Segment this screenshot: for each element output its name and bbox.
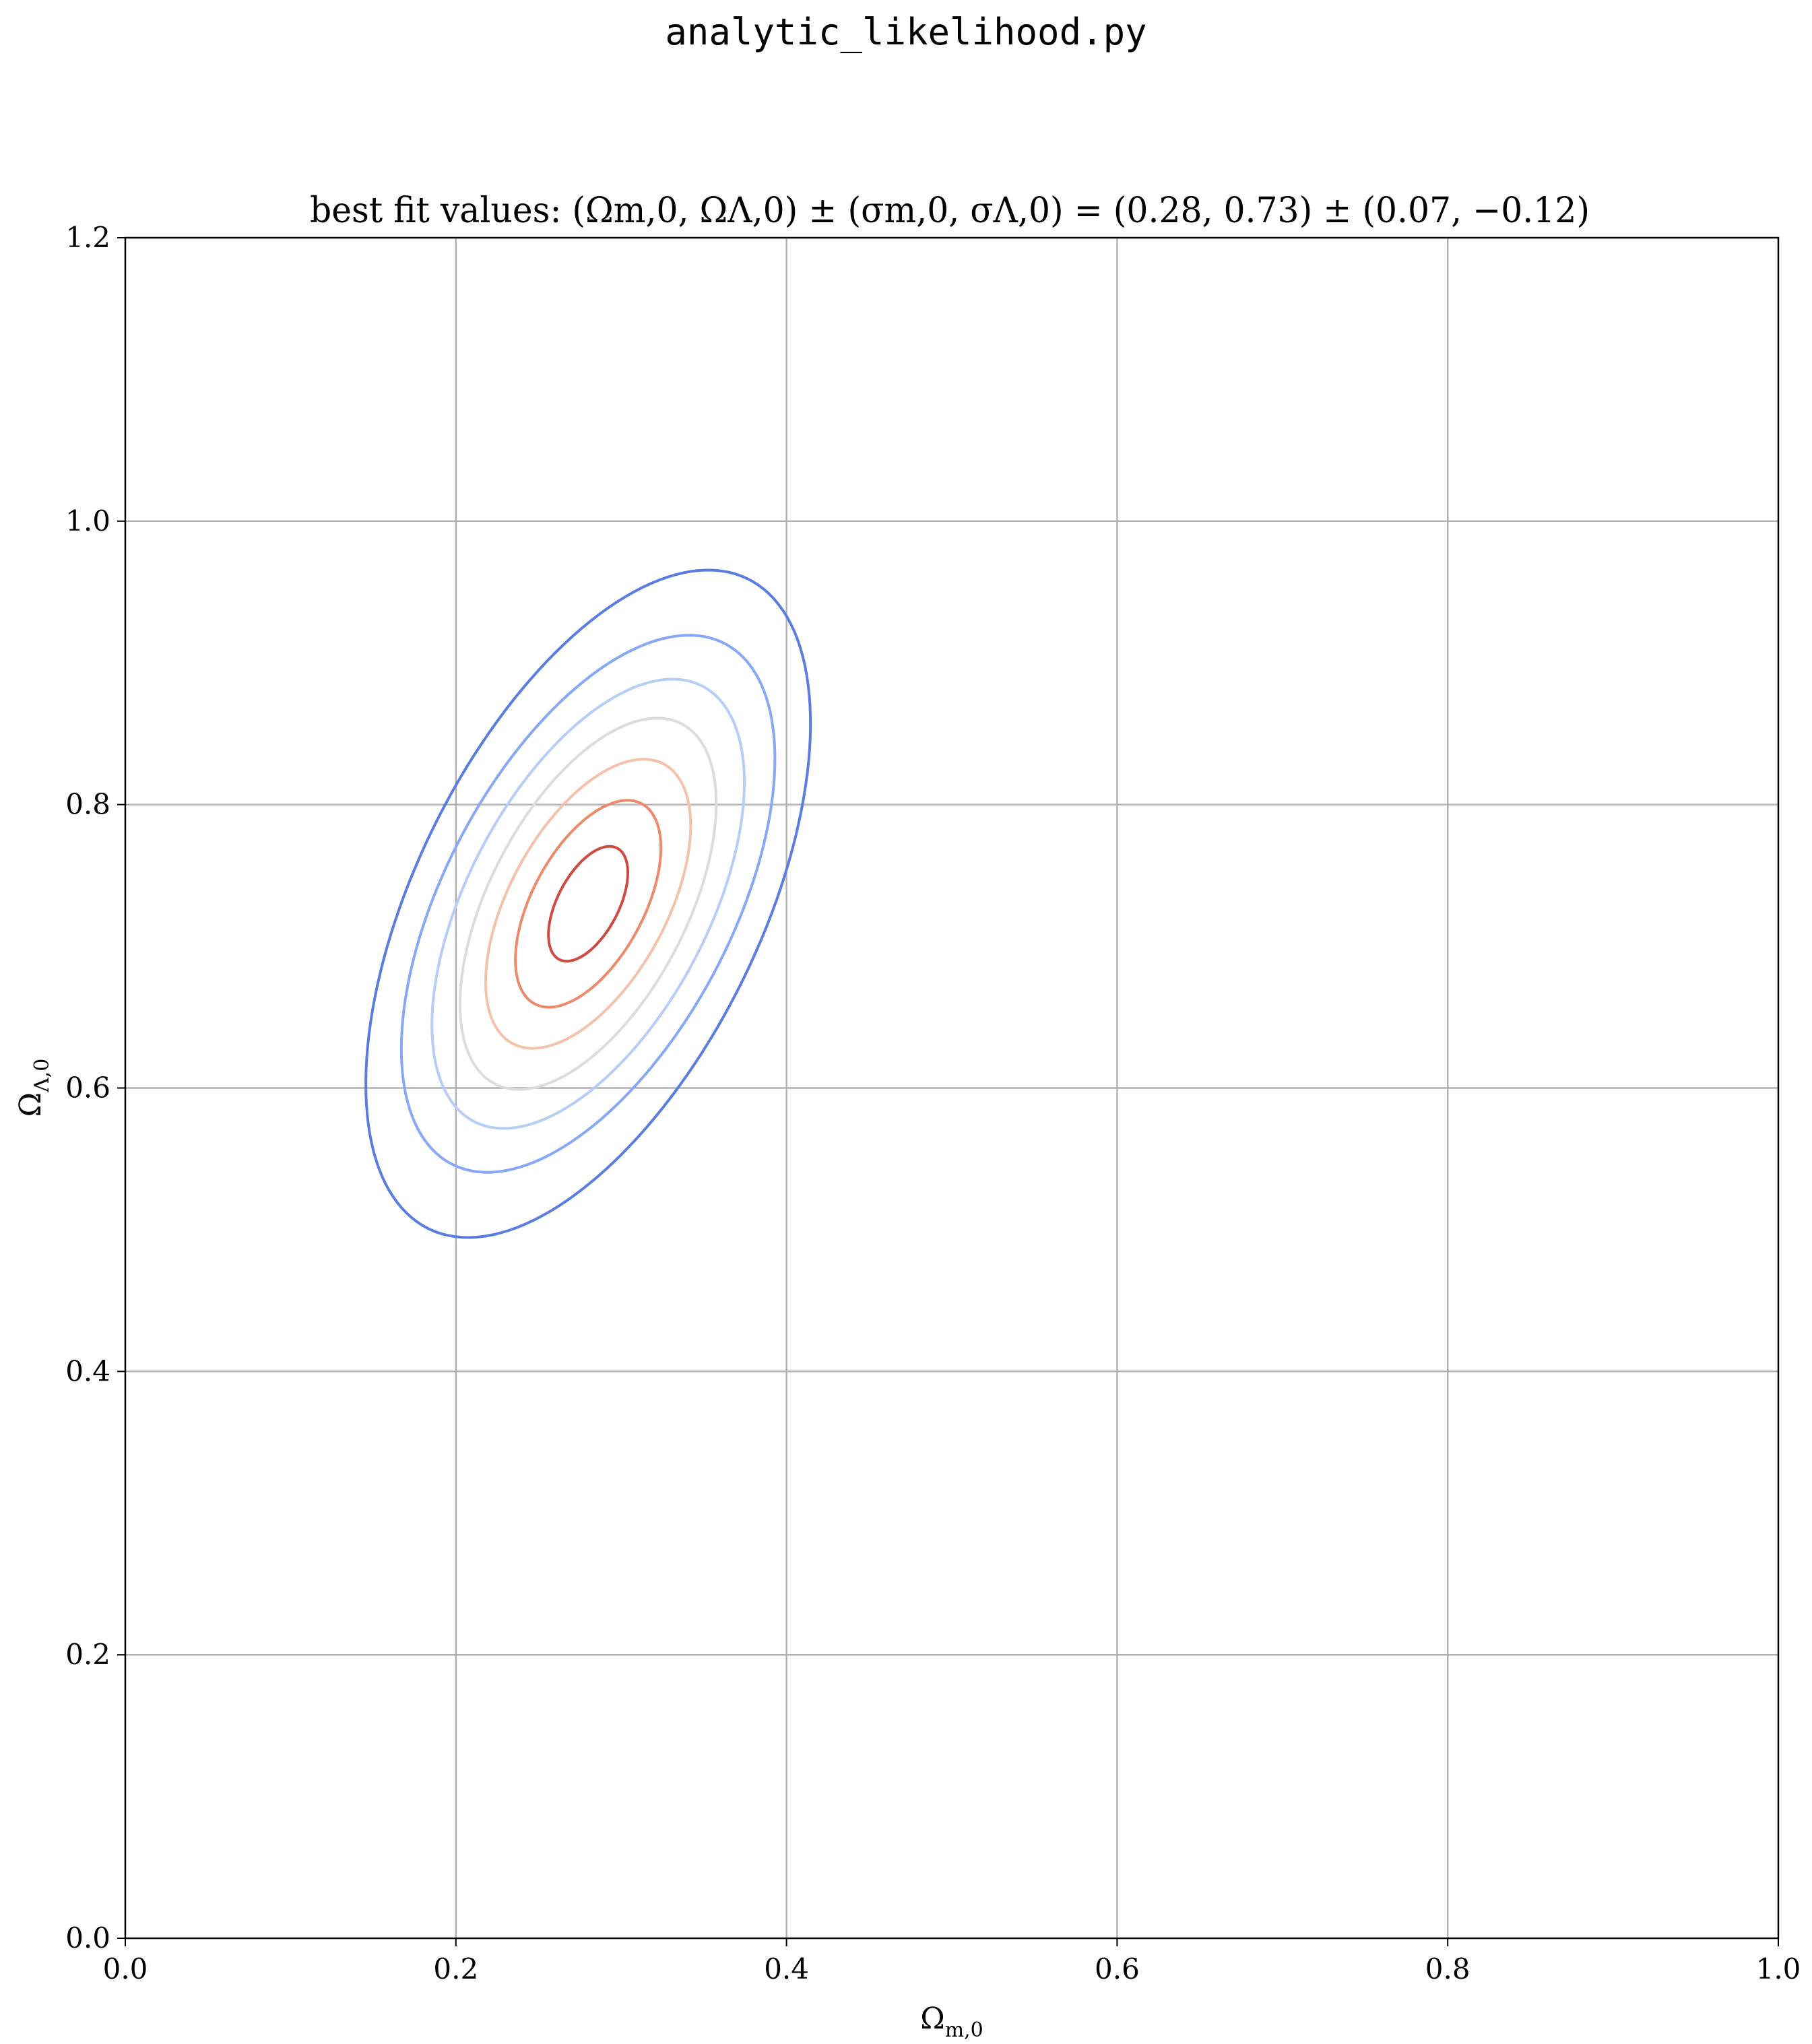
x-tick-label-2: 0.4	[764, 1952, 809, 1985]
contour-level-6	[514, 799, 663, 1009]
x-tick-label-5: 1.0	[1756, 1952, 1801, 1985]
y-tick-label-2: 0.4	[65, 1354, 110, 1387]
y-tick-label-1: 0.2	[65, 1638, 110, 1671]
x-tick-label-3: 0.6	[1095, 1952, 1140, 1985]
axis-ticks: 0.0 0.2 0.4 0.6 0.8 1.0 0.0 0.2 0.4 0.6 0.8 1.0 1.2	[65, 221, 1801, 1985]
y-tick-label-3: 0.6	[65, 1072, 110, 1105]
contour-level-2	[399, 634, 777, 1174]
y-tick-label-4: 0.8	[65, 788, 110, 821]
y-tick-label-6: 1.2	[65, 221, 110, 254]
x-tick-label-4: 0.8	[1425, 1952, 1470, 1985]
y-axis-label: ΩΛ,0	[13, 1059, 54, 1117]
contour-level-3	[430, 678, 746, 1130]
contour-level-4	[458, 717, 718, 1091]
y-tick-label-5: 1.0	[65, 504, 110, 537]
x-tick-label-1: 0.2	[433, 1952, 478, 1985]
contour-level-7	[547, 845, 629, 963]
y-axis-label-main: Ω	[13, 1092, 48, 1117]
y-axis-label-sub: Λ,0	[30, 1059, 54, 1093]
figure-suptitle: analytic_likelihood.py	[665, 11, 1146, 53]
x-axis-label-main: Ω	[920, 2002, 944, 2036]
y-tick-label-0: 0.0	[65, 1921, 110, 1954]
contour-level-1	[364, 568, 812, 1239]
x-tick-label-0: 0.0	[103, 1952, 148, 1985]
x-axis-label-sub: m,0	[945, 2018, 983, 2042]
contour-level-5	[484, 758, 692, 1050]
chart-title: best fit values: (Ωm,0, ΩΛ,0) ± (σm,0, σ…	[310, 191, 1590, 231]
likelihood-contours	[364, 568, 812, 1239]
x-axis-label: Ωm,0	[920, 2002, 983, 2042]
